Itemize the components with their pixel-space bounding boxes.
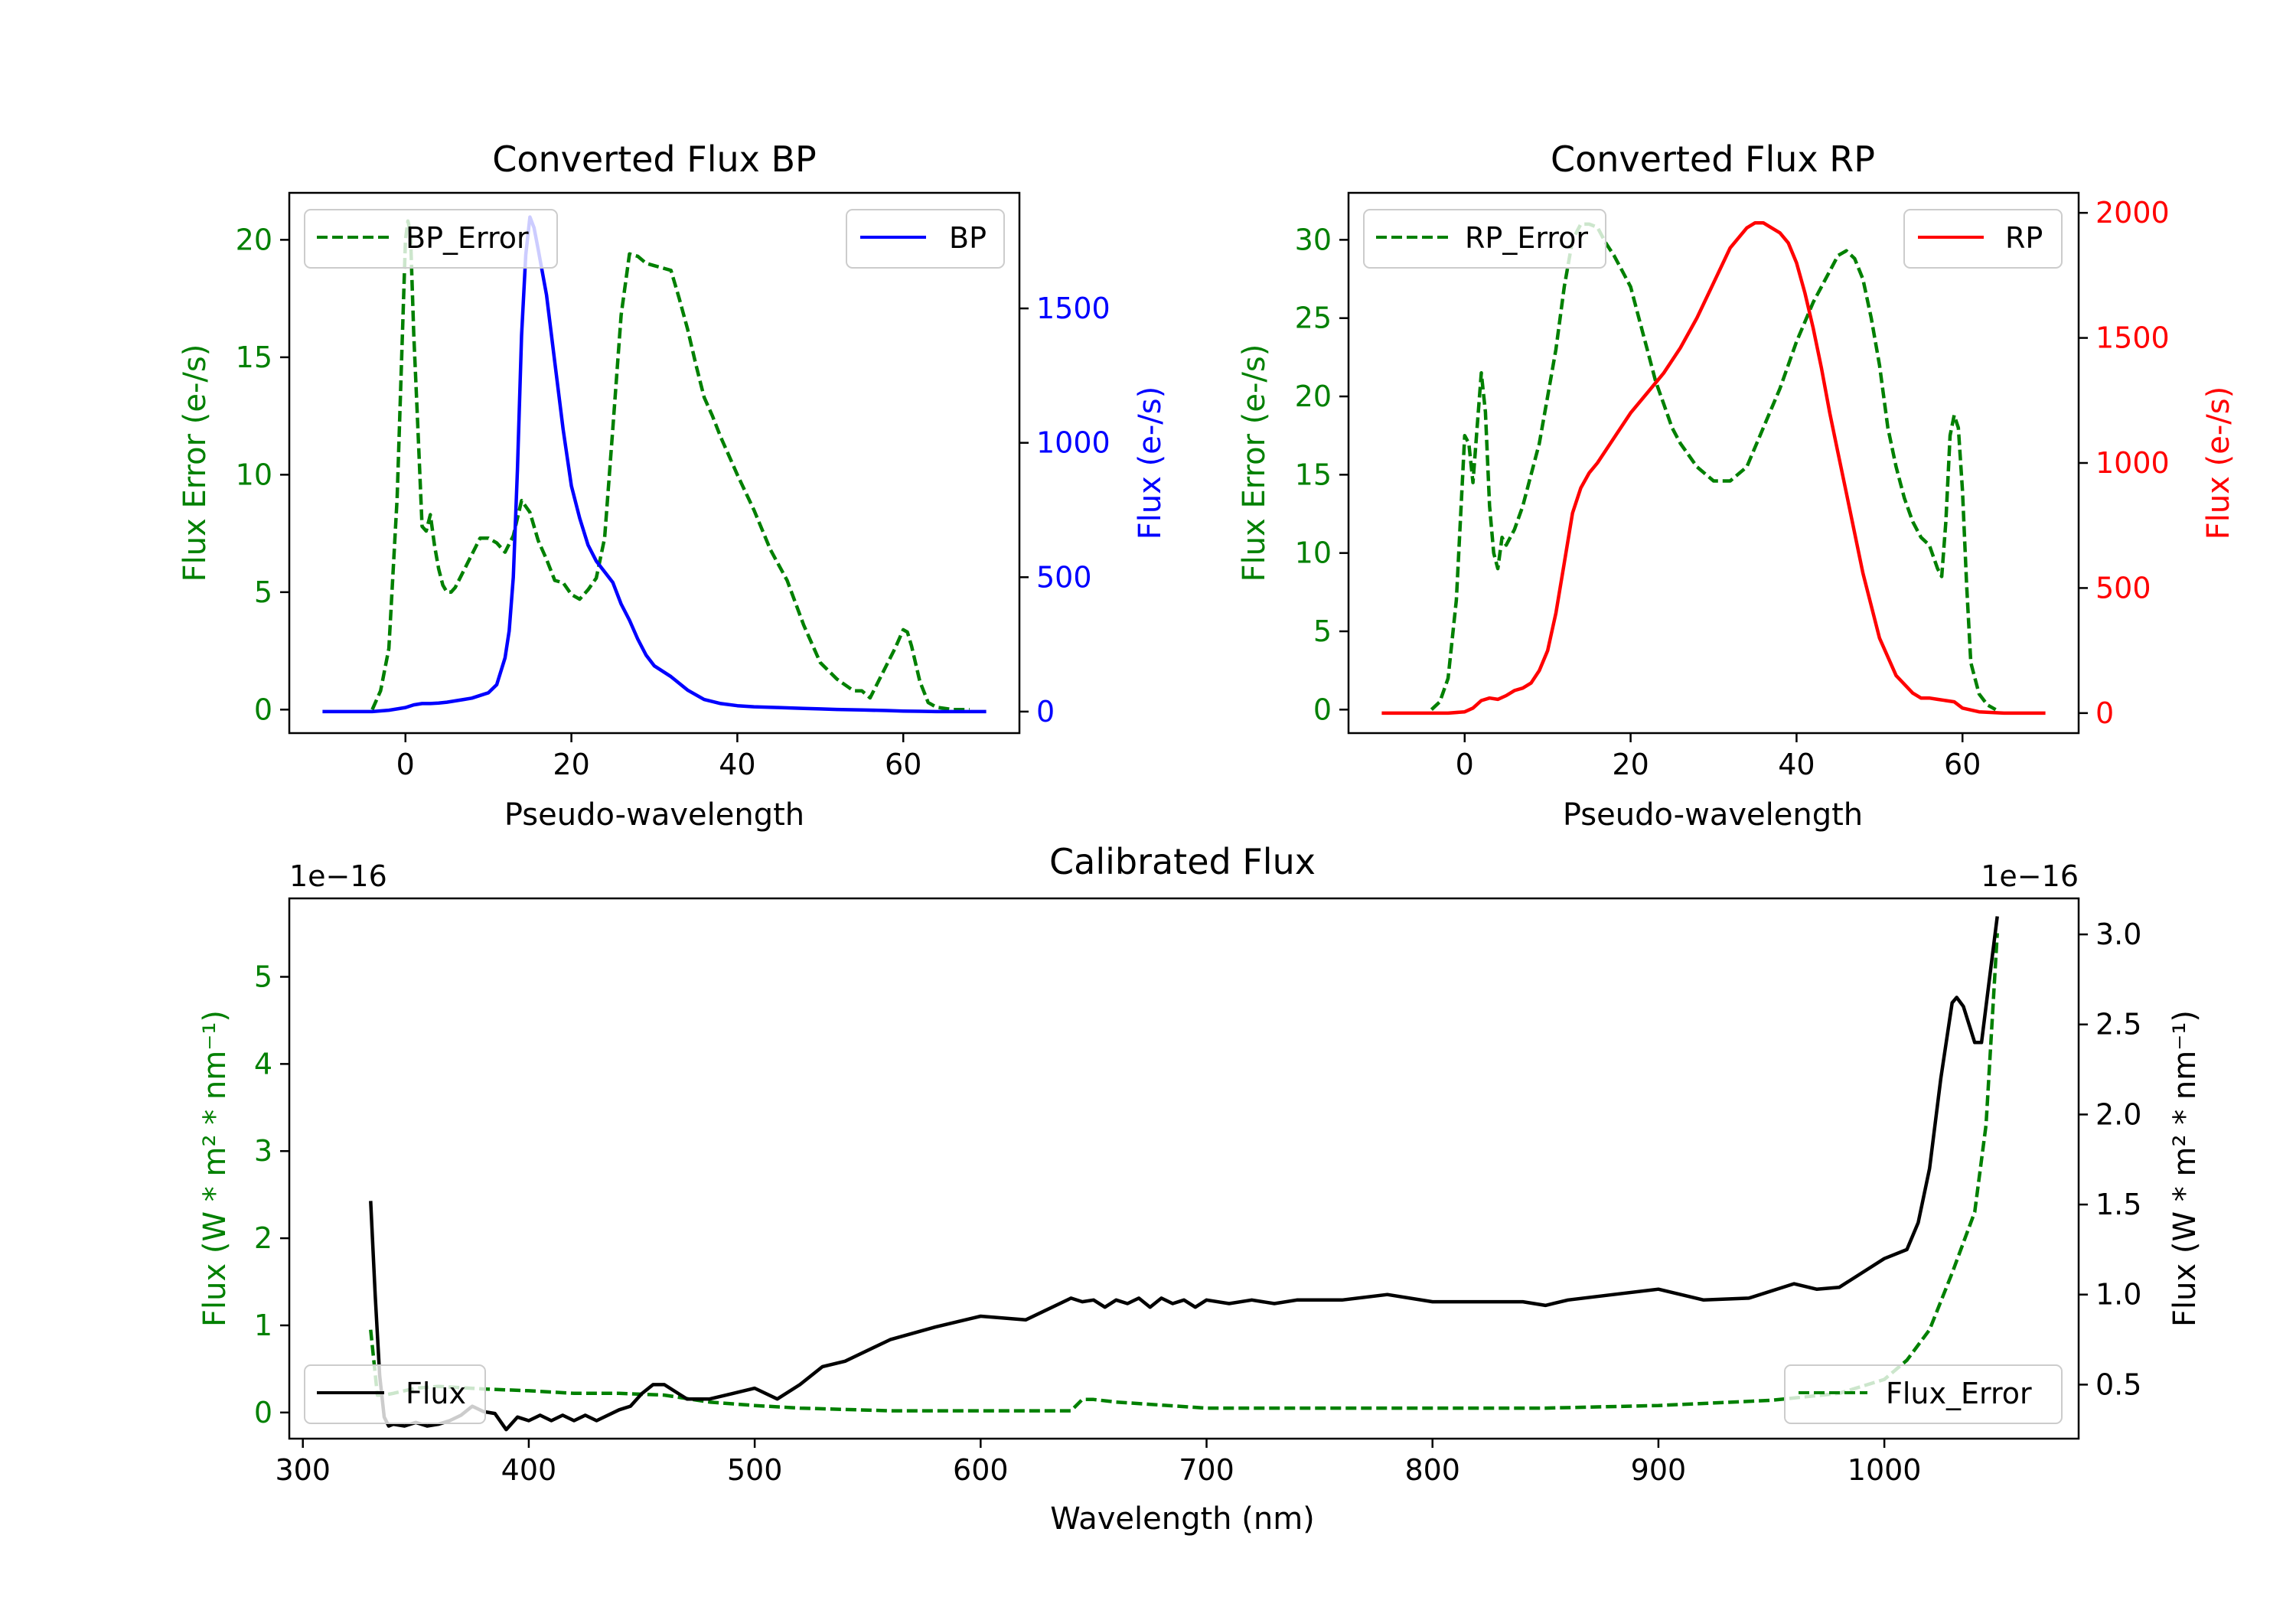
calibrated-xtick-label: 300: [275, 1453, 331, 1487]
panel-calibrated: Calibrated Flux 1e−16 1e−16 300 400 500 600…: [197, 841, 2203, 1537]
cal-legend-flux-label: Flux: [406, 1377, 466, 1410]
rp-xtick-label: 40: [1778, 748, 1815, 781]
calibrated-series-flux: [369, 916, 1999, 1432]
bp-ylabel-right: Flux (e-/s): [1133, 386, 1168, 539]
rp-ytick-left-label: 10: [1295, 536, 1332, 570]
rp-axes-frame: [1347, 191, 2080, 735]
rp-ytick-right-label: 1000: [2095, 446, 2170, 480]
bp-ytick-left-label: 20: [236, 223, 272, 256]
rp-ytick-right-label: 500: [2095, 571, 2151, 605]
calibrated-ytick-left-label: 0: [254, 1396, 272, 1429]
calibrated-ytick-right-label: 0.5: [2095, 1367, 2141, 1401]
cal-legend-error-label: Flux_Error: [1886, 1377, 2032, 1410]
bp-xtick-label: 20: [553, 748, 589, 781]
rp-ytick-left-label: 20: [1295, 380, 1332, 413]
panel-bp: Converted Flux BP 0 20 40 60 0 5 10 15 20 0 500 100…: [178, 139, 1168, 833]
bp-ytick-right-label: 1500: [1036, 292, 1110, 325]
calibrated-ytick-left-label: 5: [254, 960, 272, 993]
rp-xlabel: Pseudo-wavelength: [1563, 797, 1863, 833]
panel-rp: Converted Flux RP 0 20 40 60 0 5 10 15 20 25 30 0 50…: [1237, 139, 2236, 833]
bp-ytick-right-label: 500: [1036, 560, 1092, 594]
calibrated-ytick-left-label: 1: [254, 1309, 272, 1342]
calibrated-xtick-label: 1000: [1848, 1453, 1922, 1487]
bp-xtick-label: 60: [885, 748, 921, 781]
bp-ytick-right-label: 1000: [1036, 426, 1110, 460]
bp-ytick-left-label: 5: [254, 575, 272, 609]
cal-title: Calibrated Flux: [1049, 841, 1316, 882]
bp-series-bp-error: [370, 219, 970, 712]
rp-ytick-left-label: 5: [1313, 614, 1332, 648]
rp-ytick-right-label: 0: [2095, 696, 2114, 730]
bp-legend-error-label: BP_Error: [406, 221, 529, 255]
rp-ytick-right-label: 2000: [2095, 196, 2170, 230]
rp-xtick-label: 0: [1456, 748, 1474, 781]
bp-series-bp: [322, 215, 987, 714]
calibrated-ytick-right-label: 1.5: [2095, 1188, 2141, 1221]
rp-ytick-left-label: 25: [1295, 302, 1332, 335]
rp-ytick-left-label: 15: [1295, 458, 1332, 491]
bp-ytick-left-label: 10: [236, 458, 272, 491]
cal-xlabel: Wavelength (nm): [1050, 1501, 1315, 1537]
rp-ylabel-right: Flux (e-/s): [2201, 386, 2236, 539]
rp-ytick-left-label: 0: [1313, 693, 1332, 726]
rp-xtick-label: 60: [1944, 748, 1981, 781]
calibrated-xtick-label: 600: [953, 1453, 1009, 1487]
bp-ytick-right-label: 0: [1036, 695, 1055, 729]
rp-legend-flux: RP: [1903, 209, 2063, 269]
bp-ytick-left-label: 15: [236, 341, 272, 374]
calibrated-xtick-label: 900: [1631, 1453, 1687, 1487]
rp-title: Converted Flux RP: [1551, 139, 1875, 180]
calibrated-xtick-label: 400: [501, 1453, 557, 1487]
bp-legend-flux: BP: [846, 209, 1005, 269]
cal-offset-left: 1e−16: [289, 859, 387, 893]
cal-axes-frame: [288, 897, 2080, 1440]
cal-legend-flux: Flux: [304, 1364, 486, 1424]
rp-ytick-right-label: 1500: [2095, 321, 2170, 355]
rp-series-rp: [1381, 220, 2046, 715]
bp-ylabel-left: Flux Error (e-/s): [178, 344, 213, 582]
bp-axes-frame: [288, 191, 1021, 735]
calibrated-ytick-left-label: 4: [254, 1047, 272, 1081]
bp-legend-error: BP_Error: [304, 209, 558, 269]
calibrated-xtick-label: 500: [727, 1453, 783, 1487]
calibrated-xtick-label: 700: [1179, 1453, 1234, 1487]
bp-legend-flux-label: BP: [949, 221, 987, 255]
bp-xtick-label: 0: [396, 748, 415, 781]
rp-xtick-label: 20: [1612, 748, 1649, 781]
rp-legend-error: RP_Error: [1363, 209, 1606, 269]
rp-ylabel-left: Flux Error (e-/s): [1237, 344, 1272, 582]
calibrated-ytick-left-label: 3: [254, 1134, 272, 1168]
cal-offset-right: 1e−16: [1981, 859, 2079, 893]
calibrated-ytick-right-label: 3.0: [2095, 918, 2141, 951]
calibrated-xtick-label: 800: [1404, 1453, 1460, 1487]
bp-xlabel: Pseudo-wavelength: [504, 797, 804, 833]
bp-title: Converted Flux BP: [492, 139, 817, 180]
calibrated-ytick-right-label: 2.0: [2095, 1097, 2141, 1131]
bp-xtick-label: 40: [719, 748, 755, 781]
rp-legend-error-label: RP_Error: [1465, 221, 1588, 255]
cal-ylabel-left: Flux (W * m² * nm⁻¹): [197, 1010, 233, 1327]
rp-ytick-left-label: 30: [1295, 223, 1332, 256]
bp-ytick-left-label: 0: [254, 693, 272, 726]
cal-legend-error: Flux_Error: [1784, 1364, 2063, 1424]
cal-ylabel-right: Flux (W * m² * nm⁻¹): [2167, 1010, 2203, 1327]
rp-legend-flux-label: RP: [2005, 221, 2043, 255]
calibrated-ytick-right-label: 2.5: [2095, 1008, 2141, 1041]
calibrated-ytick-right-label: 1.0: [2095, 1278, 2141, 1312]
calibrated-ytick-left-label: 2: [254, 1221, 272, 1255]
